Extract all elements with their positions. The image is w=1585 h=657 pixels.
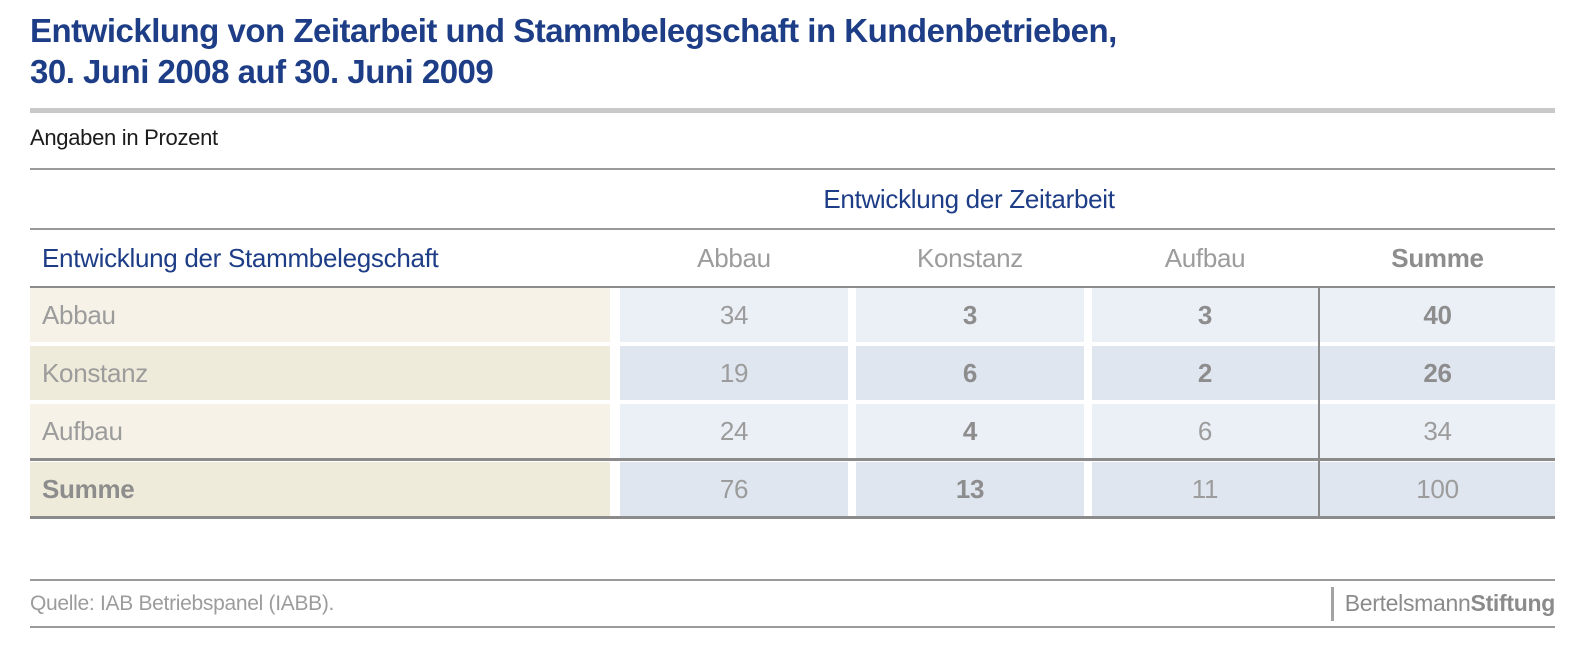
- column-header-row: Entwicklung der Stammbelegschaft Abbau K…: [30, 230, 1555, 286]
- table-cell: 11: [1092, 462, 1318, 516]
- column-group-header: Entwicklung der Zeitarbeit: [823, 183, 1115, 214]
- table-cell: 3: [1092, 288, 1318, 342]
- column-header-summe: Summe: [1391, 242, 1484, 273]
- table-cell: 26: [1320, 346, 1555, 400]
- logo-wordmark-regular: Bertelsmann: [1344, 590, 1471, 616]
- column-spacer: [848, 288, 856, 342]
- table-cell: 6: [1092, 404, 1318, 458]
- column-spacer: [610, 346, 620, 400]
- table-cell: 34: [620, 288, 848, 342]
- row-label-aufbau: Aufbau: [30, 404, 610, 458]
- table-cell: 24: [620, 404, 848, 458]
- data-table: Abbau 34 3 3 40 Konstanz 19 6 2 26 Aufba…: [30, 286, 1555, 519]
- column-spacer: [1084, 346, 1092, 400]
- table-top-divider: [30, 168, 1555, 170]
- unit-note: Angaben in Prozent: [30, 125, 218, 150]
- column-header-aufbau: Aufbau: [1164, 242, 1246, 273]
- column-spacer: [848, 346, 856, 400]
- table-cell: 13: [856, 462, 1084, 516]
- page-title-line2: 30. Juni 2008 auf 30. Juni 2009: [30, 53, 494, 90]
- column-header-konstanz: Konstanz: [916, 242, 1023, 273]
- column-spacer: [1084, 462, 1092, 516]
- bertelsmann-stiftung-logo: BertelsmannStiftung: [1330, 586, 1556, 621]
- title-divider: [30, 108, 1555, 113]
- column-spacer: [848, 462, 856, 516]
- column-spacer: [1084, 288, 1092, 342]
- column-spacer: [848, 404, 856, 458]
- table-cell: 2: [1092, 346, 1318, 400]
- table-cell: 6: [856, 346, 1084, 400]
- table-cell: 4: [856, 404, 1084, 458]
- table-cell: 3: [856, 288, 1084, 342]
- column-header-abbau: Abbau: [697, 242, 771, 273]
- logo-wordmark-bold: Stiftung: [1470, 590, 1556, 616]
- page-title: Entwicklung von Zeitarbeit und Stammbele…: [30, 10, 1555, 92]
- table-cell: 76: [620, 462, 848, 516]
- group-header-divider: [30, 228, 1555, 230]
- table-cell: 100: [1320, 462, 1555, 516]
- summe-column-separator: [1318, 288, 1320, 516]
- column-spacer: [610, 404, 620, 458]
- page-title-line1: Entwicklung von Zeitarbeit und Stammbele…: [30, 12, 1117, 49]
- column-group-header-row: Entwicklung der Zeitarbeit: [30, 170, 1555, 228]
- footer: Quelle: IAB Betriebspanel (IABB). Bertel…: [30, 579, 1555, 628]
- row-label-konstanz: Konstanz: [30, 346, 610, 400]
- row-label-summe: Summe: [30, 462, 610, 516]
- table-cell: 40: [1320, 288, 1555, 342]
- row-label-abbau: Abbau: [30, 288, 610, 342]
- logo-wordmark: BertelsmannStiftung: [1344, 590, 1556, 617]
- column-spacer: [610, 288, 620, 342]
- summe-row-separator: [30, 458, 1555, 461]
- table-cell: 19: [620, 346, 848, 400]
- logo-separator-bar: [1330, 586, 1334, 621]
- column-spacer: [1084, 404, 1092, 458]
- row-group-header: Entwicklung der Stammbelegschaft: [42, 242, 439, 273]
- table-cell: 34: [1320, 404, 1555, 458]
- source-note: Quelle: IAB Betriebspanel (IABB).: [30, 591, 335, 615]
- column-spacer: [610, 462, 620, 516]
